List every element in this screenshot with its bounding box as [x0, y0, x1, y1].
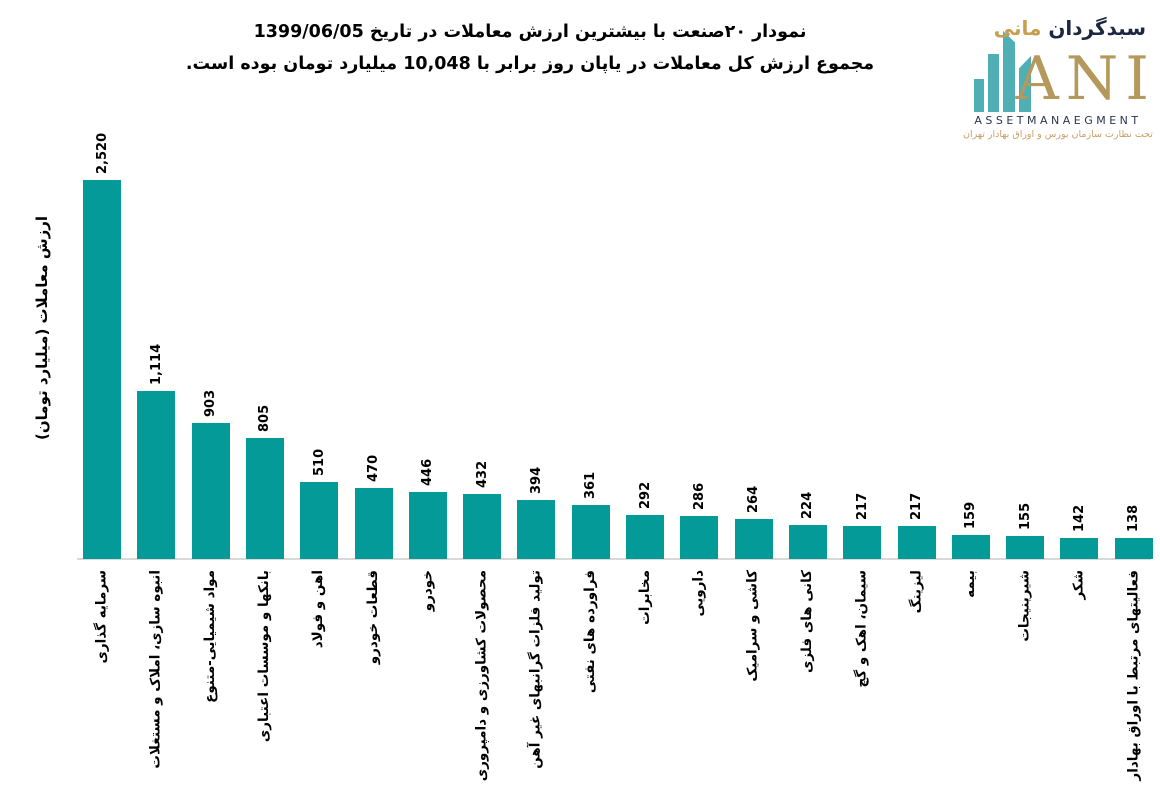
bar: [300, 482, 339, 559]
category-label: بانکها و موسسات اعتباری: [256, 570, 273, 743]
bar-value-label: 217: [909, 493, 924, 521]
bar: [1114, 538, 1153, 559]
bar-value-label: 903: [203, 390, 219, 418]
bar-value-label: 217: [854, 493, 870, 521]
bar: [734, 519, 773, 559]
bar-value-label: 394: [528, 466, 544, 494]
bar: [517, 499, 556, 559]
logo-bar-icon: [1003, 31, 1015, 112]
category-label: سرمایه گذاری: [93, 570, 110, 664]
category-label: تولید فلزات گرانبهای غیر آهن: [527, 570, 544, 769]
logo-bar-icon: [1019, 56, 1031, 112]
bar-value-label: 224: [800, 492, 816, 520]
bar: [408, 491, 447, 559]
bar-value-label: 159: [963, 501, 979, 530]
category-label: اهن و فولاد: [310, 570, 327, 649]
category-label: مخابرات: [636, 570, 653, 625]
bar: [680, 515, 719, 559]
logo-bar-chart-icon: [974, 28, 1036, 112]
bar-value-label: 286: [691, 482, 707, 510]
bar: [245, 437, 284, 559]
category-label: فراورده های نفتی: [582, 570, 599, 694]
bar-value-label: 264: [746, 486, 762, 514]
bar: [137, 391, 176, 559]
chart-title-block: نمودار ۲۰صنعت با بیشترین ارزش معاملات در…: [175, 17, 885, 80]
category-label: خودرو: [419, 570, 436, 612]
category-label: شکر: [1070, 570, 1087, 600]
bar: [626, 515, 664, 559]
bar-value-label: 2,520: [94, 132, 110, 174]
bar-value-label: 510: [311, 449, 327, 477]
logo-brand-farsi: سبدگردان مانی: [994, 16, 1146, 40]
chart-title-line1: نمودار ۲۰صنعت با بیشترین ارزش معاملات در…: [253, 22, 807, 42]
category-label: انبوه سازی، املاک و مستغلات: [147, 570, 164, 769]
category-label: لیزینگ: [908, 570, 924, 614]
bar-value-label: 1,114: [148, 344, 164, 386]
bar: [463, 494, 502, 559]
bar-value-label: 432: [474, 460, 490, 489]
category-label: فعالیتهای مرتبط با اوراق بهادار: [1125, 570, 1142, 781]
category-label: دارویی: [690, 570, 707, 617]
bar: [1060, 537, 1099, 559]
category-label: قطعات خودرو: [365, 570, 381, 665]
category-label: سیمان، اهک و گچ: [853, 570, 870, 688]
bar-value-label: 292: [637, 481, 653, 510]
company-logo: سبدگردان مانی ANI ASSETMANAEGMENT تحت نظ…: [954, 4, 1156, 146]
y-axis-label: ارزش معاملات (میلیارد تومان): [33, 215, 51, 441]
category-label: شیرینیجات: [1016, 570, 1033, 642]
bar: [571, 504, 610, 559]
logo-bar-icon: [988, 54, 999, 112]
bar: [83, 180, 121, 559]
bar-value-label: 470: [366, 455, 381, 483]
bar: [1006, 535, 1045, 559]
logo-brand-farsi-accent: مانی: [993, 16, 1042, 40]
bar-value-label: 446: [420, 458, 436, 486]
logo-tagline: تحت نظارت سازمان بورس و اوراق بهادار تهر…: [963, 129, 1153, 140]
logo-bar-icon: [974, 79, 984, 112]
bar-value-label: 142: [1071, 504, 1087, 532]
bar-chart-plot-area: 2,520 سرمایه گذاری 1,114 انبوه سازی، املاک …: [77, 133, 1158, 787]
category-label: کانی های فلزی: [799, 570, 816, 673]
bar: [191, 423, 230, 559]
bar: [897, 526, 936, 559]
bar: [354, 488, 393, 559]
category-label: کاشی و سرامیک: [745, 570, 762, 682]
logo-brand-farsi-primary: سبدگردان: [1048, 16, 1146, 40]
chart-title-line2: مجموع ارزش کل معاملات در یاپان روز برابر…: [185, 53, 875, 74]
logo-brand-ani: ANI: [1015, 44, 1156, 114]
bar-value-label: 155: [1017, 502, 1033, 530]
bar: [951, 535, 990, 559]
x-axis-line: [77, 558, 1151, 560]
logo-subtitle: ASSETMANAEGMENT: [974, 114, 1142, 127]
category-label: محصولات کشاورزی و دامپروری: [473, 570, 490, 782]
bar-value-label: 361: [583, 471, 599, 499]
bar-value-label: 805: [257, 404, 273, 432]
bar: [788, 525, 827, 559]
bar: [843, 526, 882, 559]
category-label: مواد شیمیایی-متنوع: [202, 570, 219, 703]
category-label: بیمه: [962, 570, 979, 598]
bar-value-label: 138: [1126, 505, 1142, 533]
